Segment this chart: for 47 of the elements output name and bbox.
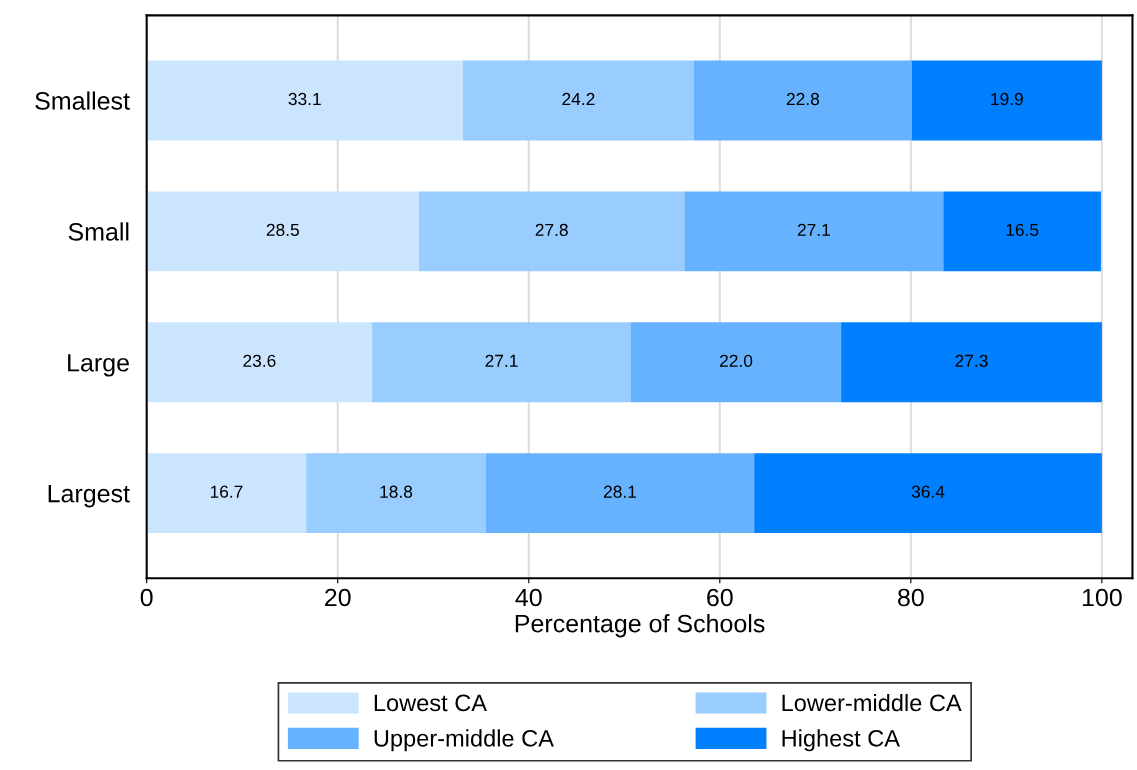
data-label: 19.9 — [991, 92, 1023, 106]
data-label: 33.1 — [288, 92, 321, 106]
bar — [630, 322, 842, 403]
data-label: 22.0 — [720, 354, 753, 367]
y-tick-label: Large — [68, 354, 129, 377]
y-tick-label: Small — [68, 222, 129, 241]
legend-label: Highest CA — [782, 729, 900, 752]
x-axis-title: Percentage of Schools — [515, 614, 765, 638]
data-label: 16.7 — [210, 485, 243, 498]
y-tick-label: Smallest — [35, 91, 130, 110]
y-tick-label: Largest — [48, 485, 130, 508]
data-label: 27.8 — [535, 223, 568, 237]
data-label: 27.1 — [797, 223, 830, 236]
bar — [694, 60, 912, 141]
data-label: 27.3 — [955, 354, 988, 367]
legend-label: Upper-middle CA — [374, 729, 554, 752]
data-label: 36.4 — [911, 485, 945, 498]
x-tick-label: 20 — [325, 588, 351, 607]
x-tick-label: 100 — [1082, 588, 1122, 607]
bar — [841, 322, 1102, 403]
bar — [462, 60, 695, 141]
x-tick-label: 0 — [140, 588, 153, 607]
bar — [146, 453, 307, 534]
x-tick-label: 40 — [515, 588, 542, 607]
legend-label: Lower-middle CA — [782, 693, 962, 712]
bar — [943, 191, 1101, 272]
bar — [146, 191, 419, 272]
data-label: 28.1 — [603, 485, 637, 498]
bar — [911, 60, 1102, 141]
data-label: 16.5 — [1006, 223, 1039, 237]
data-label: 23.6 — [243, 354, 276, 367]
bar — [146, 322, 373, 403]
bar — [418, 191, 685, 272]
data-label: 18.8 — [380, 485, 413, 498]
bar — [306, 453, 486, 534]
bar — [754, 453, 1102, 534]
data-label: 28.5 — [266, 223, 299, 237]
bar — [485, 453, 755, 534]
bar — [372, 322, 631, 403]
data-label: 22.8 — [786, 92, 820, 106]
data-label: 27.1 — [485, 354, 518, 367]
bar — [684, 191, 944, 272]
x-tick-label: 60 — [707, 588, 733, 607]
x-tick-label: 80 — [898, 588, 924, 607]
data-label: 24.2 — [562, 92, 595, 105]
legend-label: Lowest CA — [374, 694, 487, 712]
bar — [146, 60, 463, 141]
